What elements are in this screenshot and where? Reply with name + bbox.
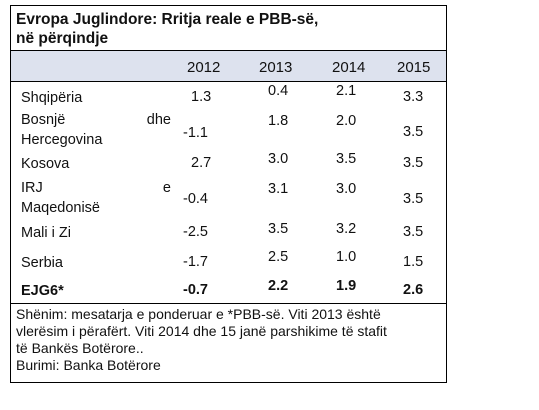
- cell-2013: 0.4: [268, 83, 289, 99]
- cell-2013: 2.2: [268, 278, 289, 294]
- cell-2012: 1.3: [191, 89, 212, 105]
- cell-2012: -1.1: [183, 125, 208, 141]
- year-2015-header: 2015: [397, 59, 431, 76]
- row-label: Serbia: [21, 255, 63, 271]
- cell-2014: 2.0: [336, 113, 357, 129]
- cell-2015: 2.6: [403, 282, 424, 298]
- year-2014-header: 2014: [332, 59, 366, 76]
- cell-2015: 3.5: [403, 191, 424, 207]
- cell-2015: 1.5: [403, 254, 424, 270]
- row-label: Bosnjë dhe Hercegovina: [21, 110, 171, 150]
- cell-2013: 3.1: [268, 181, 289, 197]
- source-line: Burimi: Banka Botërore: [16, 357, 161, 373]
- cell-2014: 3.2: [336, 221, 357, 237]
- cell-2013: 3.0: [268, 151, 289, 167]
- cell-2015: 3.5: [403, 155, 424, 171]
- row-label: IRJ e Maqedonisë: [21, 178, 171, 218]
- footer-divider: [11, 303, 446, 304]
- row-label: Kosova: [21, 156, 70, 172]
- table-footnote: Shënim: mesatarja e ponderuar e *PBB-së.…: [16, 306, 446, 374]
- row-label-part: Maqedonisë: [21, 200, 100, 216]
- year-header-row: 2012 2013 2014 2015: [11, 50, 446, 82]
- cell-2015: 3.5: [403, 124, 424, 140]
- cell-2013: 1.8: [268, 113, 289, 129]
- row-label: Shqipëria: [21, 90, 83, 106]
- cell-2012: -0.4: [183, 191, 208, 207]
- growth-table: Evropa Juglindore: Rritja reale e PBB-së…: [10, 5, 447, 383]
- cell-2013: 2.5: [268, 249, 289, 265]
- cell-2014: 3.5: [336, 151, 357, 167]
- cell-2012: -1.7: [183, 254, 208, 270]
- cell-2012: 2.7: [191, 155, 212, 171]
- cell-2014: 3.0: [336, 181, 357, 197]
- table-title: Evropa Juglindore: Rritja reale e PBB-së…: [11, 6, 446, 50]
- cell-2015: 3.3: [403, 89, 424, 105]
- cell-2014: 1.0: [336, 249, 357, 265]
- note-line: Shënim: mesatarja e ponderuar e *PBB-së.…: [16, 306, 381, 322]
- cell-2015: 3.5: [403, 224, 424, 240]
- year-2013-header: 2013: [259, 59, 293, 76]
- row-label-part: Bosnjë: [21, 112, 66, 128]
- row-label-part: Hercegovina: [21, 132, 103, 148]
- title-line-2: në përqindje: [16, 30, 109, 47]
- row-label: Mali i Zi: [21, 225, 71, 241]
- cell-2012: -2.5: [183, 224, 208, 240]
- row-label: EJG6*: [21, 283, 64, 299]
- row-label-part: dhe: [146, 112, 171, 128]
- row-label-part: IRJ: [21, 180, 43, 196]
- cell-2014: 2.1: [336, 83, 357, 99]
- row-label-part: e: [162, 180, 171, 196]
- cell-2013: 3.5: [268, 221, 289, 237]
- note-line: vlerësim i përafërt. Viti 2014 dhe 15 ja…: [16, 323, 387, 339]
- note-line: të Bankës Botërore..: [16, 340, 144, 356]
- year-2012-header: 2012: [187, 59, 221, 76]
- cell-2014: 1.9: [336, 278, 357, 294]
- title-line-1: Evropa Juglindore: Rritja reale e PBB-së…: [16, 11, 319, 28]
- cell-2012: -0.7: [183, 282, 208, 298]
